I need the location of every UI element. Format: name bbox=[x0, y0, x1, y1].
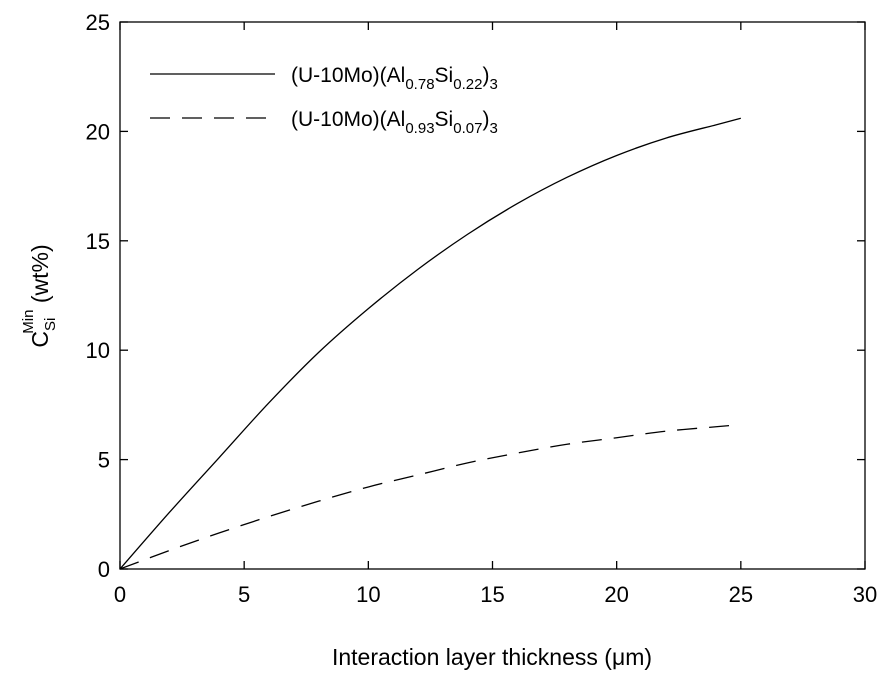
legend: (U-10Mo)(Al0.78Si0.22)3 (U-10Mo)(Al0.93S… bbox=[150, 64, 498, 137]
x-axis-label: Interaction layer thickness (μm) bbox=[332, 644, 652, 670]
x-tick-label: 10 bbox=[356, 582, 380, 607]
x-tick-label: 0 bbox=[114, 582, 126, 607]
series-layer bbox=[119, 117, 741, 570]
x-tick-label: 30 bbox=[853, 582, 877, 607]
legend-label-2: (U-10Mo)(Al0.93Si0.07)3 bbox=[291, 108, 498, 137]
y-axis-label: CSiMin (wt%) bbox=[20, 244, 59, 347]
series-line-1 bbox=[119, 117, 741, 570]
x-tick-label: 20 bbox=[604, 582, 628, 607]
x-tick-label: 15 bbox=[480, 582, 504, 607]
y-tick-label: 20 bbox=[86, 119, 110, 144]
y-tick-label: 15 bbox=[86, 229, 110, 254]
y-tick-label: 5 bbox=[98, 448, 110, 473]
x-tick-label: 5 bbox=[238, 582, 250, 607]
plot-frame bbox=[119, 21, 866, 570]
x-tick-label: 25 bbox=[729, 582, 753, 607]
series-line-2 bbox=[119, 423, 741, 570]
y-tick-label: 0 bbox=[98, 557, 110, 582]
y-tick-label: 25 bbox=[86, 10, 110, 35]
legend-label-1: (U-10Mo)(Al0.78Si0.22)3 bbox=[291, 64, 498, 93]
ticks: 0 5 10 15 20 25 30 0 5 10 15 20 25 bbox=[86, 10, 878, 607]
y-tick-label: 10 bbox=[86, 338, 110, 363]
